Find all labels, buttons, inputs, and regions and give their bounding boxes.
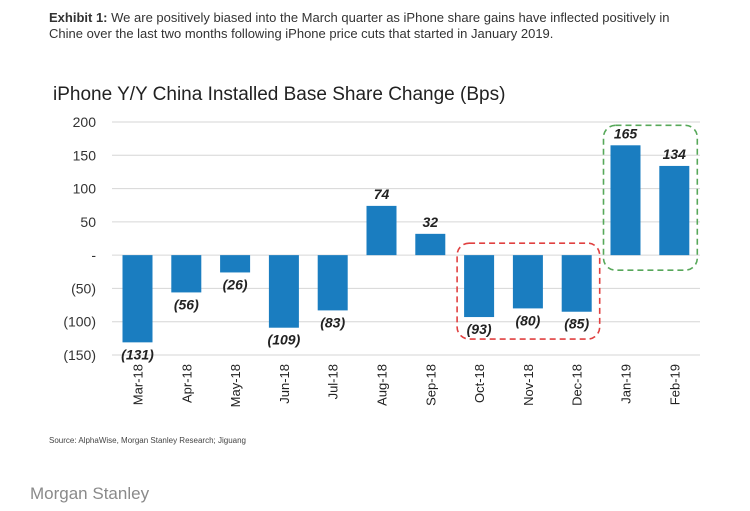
y-tick-label: 100 <box>73 181 97 197</box>
exhibit-text: We are positively biased into the March … <box>49 10 670 41</box>
y-tick-label: (50) <box>71 280 96 296</box>
x-tick-label: Apr-18 <box>179 364 194 403</box>
exhibit-caption: Exhibit 1: We are positively biased into… <box>49 10 689 42</box>
bar <box>366 205 397 256</box>
y-tick-label: 150 <box>73 147 97 163</box>
data-label: (85) <box>564 316 589 332</box>
bar <box>317 255 348 311</box>
y-tick-label: - <box>91 247 96 263</box>
x-tick-label: May-18 <box>228 364 243 407</box>
bar <box>268 255 299 328</box>
x-tick-label: Feb-19 <box>667 364 682 405</box>
x-tick-label: Aug-18 <box>375 364 390 406</box>
bar <box>512 255 543 309</box>
data-label: (131) <box>121 346 154 362</box>
data-label: 165 <box>614 125 638 141</box>
data-label: (83) <box>320 314 345 330</box>
data-label: (109) <box>268 332 301 348</box>
chart-title: iPhone Y/Y China Installed Base Share Ch… <box>53 84 506 105</box>
bar <box>415 233 446 256</box>
data-label: (80) <box>515 312 540 328</box>
bar <box>220 255 251 273</box>
bar <box>464 255 495 318</box>
source-note: Source: AlphaWise, Morgan Stanley Resear… <box>49 436 246 445</box>
exhibit-label: Exhibit 1: <box>49 10 108 25</box>
x-tick-label: Dec-18 <box>570 364 585 406</box>
bar <box>171 255 202 293</box>
bar <box>122 255 153 343</box>
brand-logo-text: Morgan Stanley <box>30 484 150 503</box>
data-label: 134 <box>663 146 687 162</box>
x-tick-label: Sep-18 <box>423 364 438 406</box>
highlight-box <box>456 242 601 340</box>
x-tick-label: Jul-18 <box>326 364 341 399</box>
data-label: (93) <box>467 321 492 337</box>
x-tick-label: Mar-18 <box>131 364 146 405</box>
bar-chart: 200 150 100 50 - (50) (100) (150) (131) Mar-18 (56… <box>63 114 700 407</box>
bar <box>610 145 641 256</box>
y-tick-label: 50 <box>80 214 96 230</box>
bar <box>561 255 592 312</box>
data-label: 74 <box>374 186 390 202</box>
y-tick-label: (100) <box>63 314 96 330</box>
data-label: (26) <box>223 276 248 292</box>
x-tick-label: Jan-19 <box>619 364 634 404</box>
x-tick-label: Jun-18 <box>277 364 292 404</box>
data-label: (56) <box>174 296 199 312</box>
y-tick-label: (150) <box>63 347 96 363</box>
x-tick-label: Oct-18 <box>472 364 487 403</box>
data-label: 32 <box>423 214 439 230</box>
highlight-box <box>602 124 699 271</box>
x-tick-label: Nov-18 <box>521 364 536 406</box>
bar <box>659 165 690 256</box>
y-tick-label: 200 <box>73 114 97 130</box>
